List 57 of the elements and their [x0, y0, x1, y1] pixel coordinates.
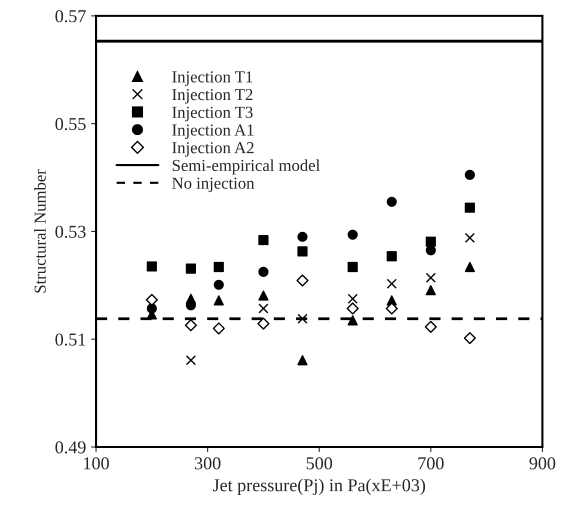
legend-label: No injection: [172, 178, 254, 192]
point: [146, 294, 158, 306]
point: [464, 232, 475, 243]
point: [464, 262, 475, 272]
point: [348, 315, 358, 326]
point: [426, 285, 436, 296]
point: [146, 261, 157, 272]
legend-label: Injection A2: [172, 142, 254, 157]
point: [297, 232, 308, 242]
y-tick-label: 0.49: [55, 441, 86, 454]
legend-label: Injection T1: [172, 71, 252, 86]
point: [214, 295, 224, 306]
point: [386, 278, 397, 289]
y-tick-label: 0.51: [55, 333, 86, 346]
point: [464, 202, 475, 213]
point: [464, 332, 476, 344]
legend-label: Injection T2: [172, 88, 252, 104]
y-tick-label: 0.57: [55, 10, 86, 22]
point: [212, 322, 225, 335]
y-axis-title: Structural Number: [34, 169, 46, 293]
point: [348, 294, 358, 304]
x-tick-label: 300: [194, 457, 220, 470]
point: [297, 246, 308, 256]
point: [184, 319, 197, 332]
x-tick-label: 900: [529, 457, 556, 470]
point: [464, 170, 475, 180]
legend-label: Semi-empirical model: [172, 159, 320, 174]
point: [258, 290, 269, 301]
y-tick-label: 0.53: [55, 226, 86, 238]
point: [348, 230, 358, 240]
point: [297, 314, 308, 324]
x-tick-label: 700: [418, 457, 444, 470]
legend-label: Injection A1: [172, 124, 254, 140]
point: [348, 262, 358, 272]
point: [386, 251, 397, 262]
point: [257, 318, 270, 330]
point: [346, 302, 359, 315]
x-axis-title: Jet pressure(Pj) in Pa(xE+03): [212, 478, 426, 496]
point: [214, 280, 224, 290]
x-tick-label: 500: [306, 457, 332, 470]
point: [186, 355, 196, 366]
point: [426, 236, 436, 247]
point: [426, 272, 436, 283]
legend-label: Injection T3: [172, 106, 253, 122]
point: [426, 245, 436, 256]
point: [258, 266, 269, 277]
point: [296, 274, 309, 287]
point: [297, 355, 308, 366]
point: [214, 262, 224, 272]
point: [258, 303, 269, 314]
point: [386, 196, 397, 207]
point: [424, 320, 437, 333]
y-tick-label: 0.55: [55, 118, 86, 130]
x-tick-label: 100: [84, 457, 109, 470]
point: [258, 234, 269, 246]
point: [146, 303, 157, 314]
point: [186, 264, 196, 274]
